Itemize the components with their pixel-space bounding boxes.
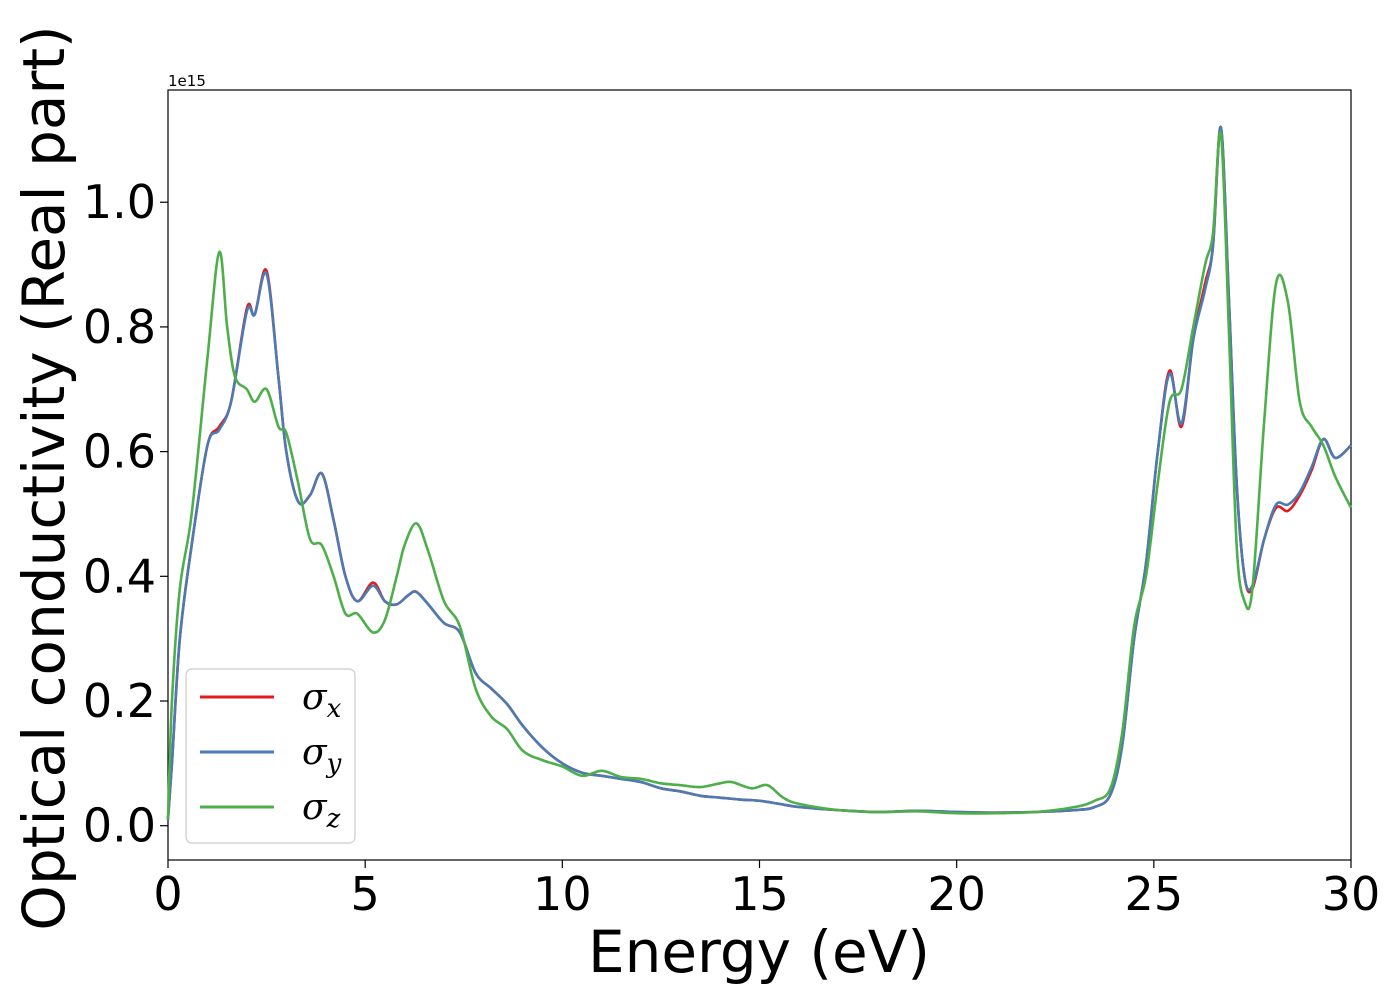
- y-tick-label: 0.8: [83, 300, 156, 354]
- x-tick-label: 25: [1125, 867, 1184, 921]
- series-lines: [166, 126, 1353, 820]
- y-offset-label: 1e15: [168, 72, 206, 90]
- axis-ticks: 0 5 10 15 20 25 30 0.0 0.2 0.4 0.6 0.8 1.0: [83, 175, 1380, 921]
- x-tick-label: 15: [730, 867, 789, 921]
- x-tick-label: 0: [153, 867, 182, 921]
- x-tick-label: 30: [1322, 867, 1381, 921]
- legend-label-x: σx: [302, 677, 342, 724]
- y-axis-label: Optical conductivity (Real part): [10, 25, 78, 930]
- legend-box: [185, 668, 356, 844]
- x-tick-label: 20: [927, 867, 986, 921]
- y-tick-label: 0.0: [83, 799, 156, 853]
- y-tick-label: 1.0: [83, 175, 156, 229]
- legend-subscript: y: [326, 749, 342, 779]
- y-tick-label: 0.2: [83, 674, 156, 728]
- x-tick-label: 5: [351, 867, 380, 921]
- legend-subscript: x: [327, 694, 342, 724]
- x-axis-label: Energy (eV): [588, 918, 930, 986]
- y-tick-label: 0.6: [83, 425, 156, 479]
- y-tick-label: 0.4: [83, 549, 156, 603]
- series-line-z: [166, 130, 1353, 820]
- legend-subscript: z: [326, 804, 341, 834]
- x-tick-label: 10: [533, 867, 592, 921]
